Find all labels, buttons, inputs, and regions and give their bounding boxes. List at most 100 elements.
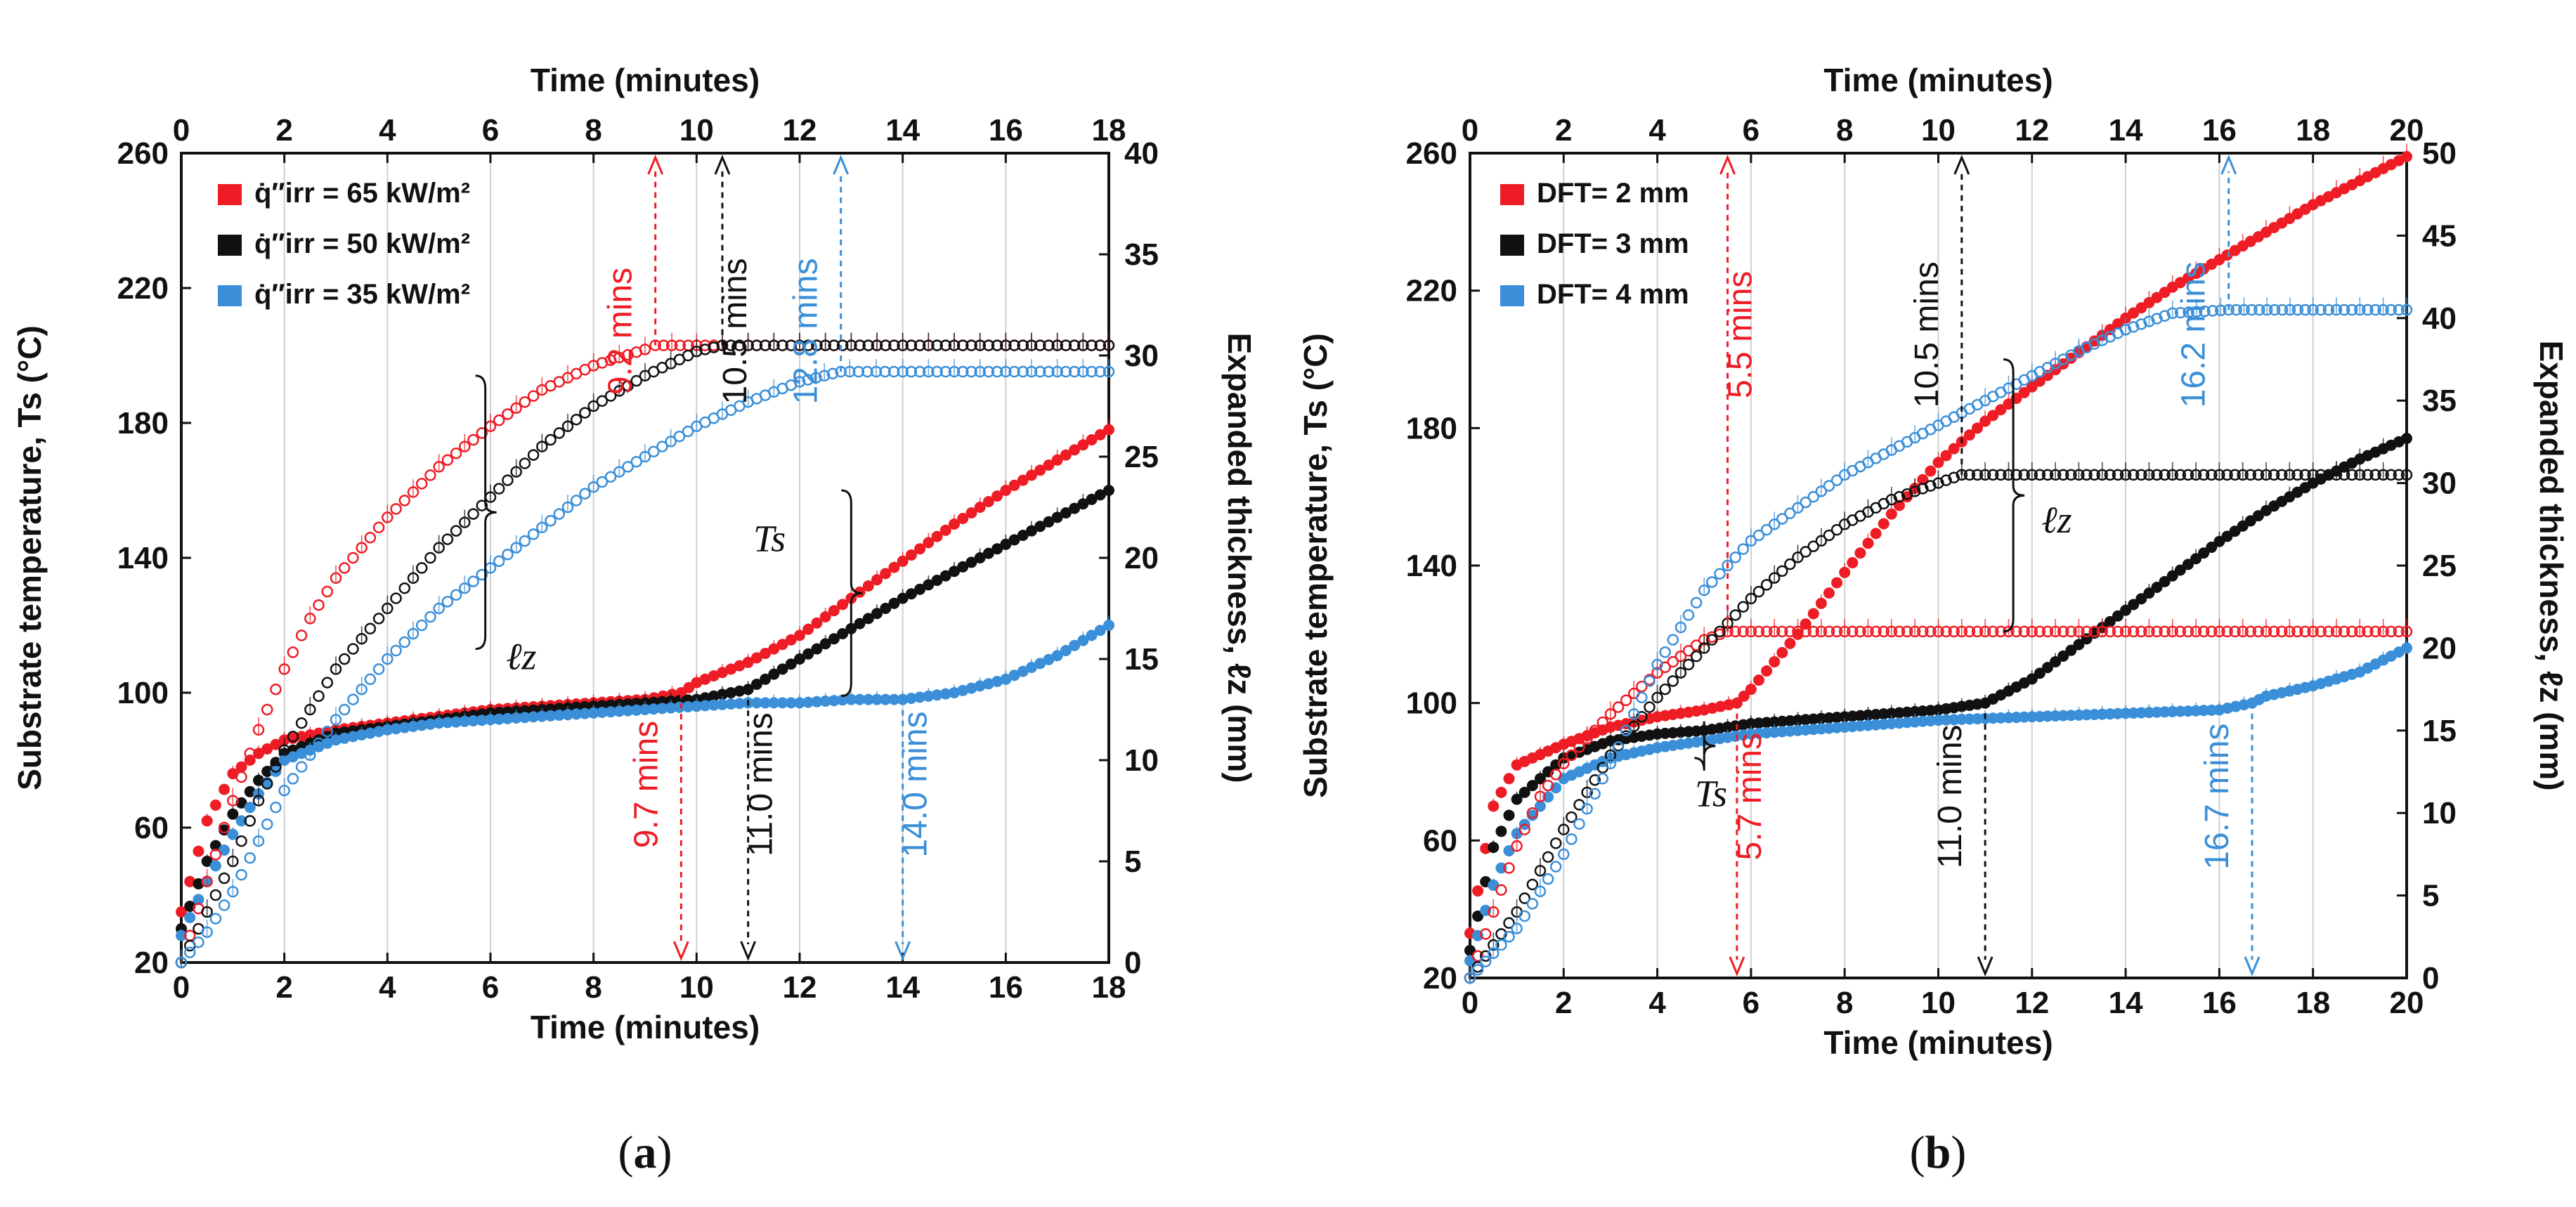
- data-point: [1659, 661, 1671, 674]
- data-point: [2057, 469, 2069, 481]
- data-point: [493, 555, 505, 568]
- data-point: [347, 552, 359, 564]
- data-point: [914, 543, 926, 555]
- data-point: [1051, 365, 1063, 378]
- data-point: [1503, 773, 1515, 785]
- data-point: [1776, 646, 1788, 658]
- data-point: [1659, 683, 1671, 696]
- data-point: [2159, 469, 2171, 481]
- data-point: [819, 339, 831, 351]
- data-point: [2065, 625, 2077, 638]
- annotation-thickness-blue: 12.8 mins: [788, 155, 850, 404]
- y-left-tick-label: 260: [1406, 136, 1457, 171]
- data-point: [209, 840, 221, 852]
- data-point: [1807, 625, 1820, 638]
- x-tick-label-bottom: 10: [679, 970, 714, 1005]
- data-point: [536, 710, 548, 722]
- data-point: [321, 725, 334, 738]
- data-point: [991, 676, 1003, 687]
- data-point: [1034, 464, 1046, 476]
- data-point: [724, 339, 737, 351]
- data-point: [819, 696, 831, 707]
- data-point: [1034, 658, 1046, 670]
- data-point: [2135, 318, 2147, 330]
- data-point: [519, 457, 531, 469]
- data-point: [1885, 625, 1898, 638]
- data-point: [2182, 559, 2194, 570]
- data-point: [1706, 576, 1718, 588]
- data-point: [2393, 304, 2405, 316]
- data-point: [1534, 885, 1547, 897]
- data-point: [408, 721, 419, 732]
- data-point: [665, 436, 677, 448]
- data-point: [785, 339, 798, 351]
- y-axis-label-left: Substrate temperature, Ts (°C): [11, 325, 48, 790]
- data-point: [1094, 625, 1106, 637]
- x-axis-label-bottom: Time (minutes): [1823, 1024, 2053, 1061]
- legend-label-black: DFT= 3 mm: [1537, 228, 1689, 259]
- data-point: [939, 688, 951, 700]
- data-point: [2174, 469, 2187, 481]
- data-point: [923, 365, 935, 378]
- data-point: [2128, 599, 2140, 611]
- data-point: [622, 705, 634, 717]
- data-point: [1077, 498, 1089, 510]
- data-point: [415, 562, 428, 574]
- data-point: [579, 407, 591, 419]
- data-point: [734, 698, 746, 710]
- data-point: [373, 726, 385, 738]
- data-point: [2299, 469, 2311, 481]
- x-tick-label-bottom: 8: [585, 970, 601, 1005]
- data-point: [278, 663, 290, 675]
- annotation-temperature-red: 9.7 mins: [627, 693, 689, 961]
- data-point: [656, 703, 668, 715]
- data-point: [2291, 625, 2303, 638]
- data-point: [991, 490, 1003, 502]
- data-point: [2183, 306, 2194, 318]
- data-point: [2166, 625, 2178, 638]
- data-point: [1620, 694, 1632, 707]
- data-point: [295, 761, 308, 773]
- data-point: [2246, 304, 2258, 316]
- data-point: [382, 724, 393, 736]
- data-point: [1026, 662, 1037, 673]
- data-point: [467, 575, 479, 587]
- data-point: [1017, 530, 1029, 541]
- data-point: [2073, 625, 2085, 638]
- x-tick-label-top: 18: [2296, 113, 2330, 148]
- data-point: [218, 821, 230, 834]
- data-point: [1784, 558, 1796, 570]
- data-point: [1651, 658, 1663, 671]
- data-point: [527, 528, 540, 540]
- data-point: [295, 629, 308, 641]
- x-tick-label-bottom: 6: [482, 970, 499, 1005]
- data-point: [1086, 365, 1098, 378]
- data-point: [2190, 469, 2202, 481]
- data-point: [837, 599, 849, 611]
- data-point: [913, 339, 926, 351]
- data-point: [2166, 307, 2178, 320]
- data-point: [1008, 670, 1020, 681]
- data-point: [1760, 579, 1773, 591]
- data-point: [1549, 769, 1562, 781]
- panel-label: (b): [1910, 1127, 1967, 1178]
- data-point: [553, 427, 566, 439]
- data-point: [510, 542, 522, 554]
- data-point: [2003, 398, 2015, 410]
- data-point: [1854, 625, 1866, 638]
- data-point: [407, 627, 419, 640]
- data-point: [1698, 584, 1710, 596]
- data-point: [725, 663, 737, 675]
- data-point: [235, 868, 247, 881]
- data-point: [1000, 339, 1012, 351]
- data-point: [1800, 625, 1811, 638]
- data-point: [2018, 469, 2030, 481]
- data-point: [2354, 304, 2366, 316]
- x-tick-label-top: 8: [585, 113, 601, 148]
- data-point: [287, 751, 299, 763]
- data-point: [776, 697, 788, 709]
- data-point: [1682, 645, 1695, 657]
- data-point: [862, 339, 875, 351]
- annotation-label: 5.5 mins: [1722, 271, 1759, 398]
- data-point: [1979, 415, 1991, 427]
